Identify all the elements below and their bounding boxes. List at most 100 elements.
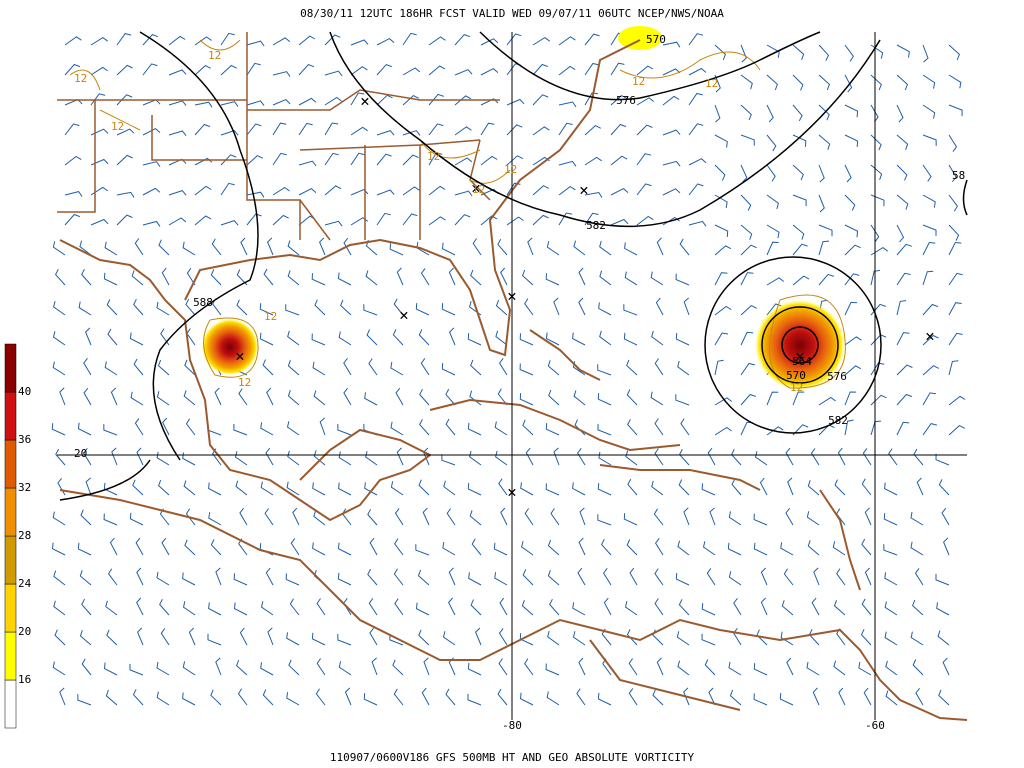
wind-barb (103, 482, 118, 496)
wind-barb (884, 572, 898, 586)
wind-barb (740, 134, 755, 146)
wind-barb (883, 544, 898, 556)
wind-barb (896, 393, 913, 406)
wind-barb (448, 567, 456, 586)
wind-barb (337, 633, 352, 646)
wind-barb (338, 331, 352, 346)
wind-barb (941, 507, 950, 526)
wind-barb (287, 240, 300, 256)
wind-barb (298, 97, 317, 106)
wind-barb (402, 213, 418, 226)
wind-barb (376, 212, 391, 226)
wind-barb (53, 600, 66, 616)
wind-barb (548, 389, 560, 406)
wind-barb (467, 662, 482, 676)
wind-barb (183, 390, 196, 406)
wind-barb (343, 387, 352, 406)
wind-barb (402, 95, 420, 106)
wind-barb (636, 65, 654, 76)
wind-barb (545, 332, 560, 346)
wind-barb (532, 185, 550, 196)
svg-text:×: × (507, 483, 517, 502)
wind-barb (524, 508, 534, 526)
wind-barb (792, 74, 804, 91)
wind-barb (194, 215, 212, 226)
wind-barb (350, 66, 368, 76)
wind-barb (728, 511, 742, 526)
wind-barb (547, 570, 560, 586)
wind-barb (888, 448, 898, 466)
wind-barb (935, 453, 950, 466)
wind-barb (558, 160, 577, 167)
wind-barb (133, 358, 144, 376)
wind-barb (194, 101, 213, 108)
wind-barb (369, 537, 378, 556)
wind-barb (313, 390, 326, 406)
wind-barb (52, 361, 66, 376)
wind-barb (418, 629, 430, 646)
wind-barb (158, 239, 170, 256)
wind-barb (506, 155, 524, 166)
wind-barb (494, 421, 508, 436)
wind-barb (579, 507, 586, 526)
wind-barb (337, 542, 352, 556)
wind-barb (81, 268, 92, 286)
wind-barb (573, 390, 586, 406)
wind-barb (350, 92, 365, 106)
wind-barb (662, 188, 681, 196)
wind-barb (369, 627, 378, 646)
wind-barb (168, 69, 187, 76)
wind-barb (910, 511, 924, 526)
wind-barb (922, 164, 932, 182)
lat-label: 20 (74, 447, 87, 460)
wind-barb (64, 155, 82, 166)
wind-barb (107, 328, 118, 346)
wind-barb (753, 693, 768, 706)
wind-barb (52, 661, 66, 676)
wind-barb (324, 185, 342, 196)
wind-barb (454, 214, 471, 226)
wind-barb (948, 224, 960, 241)
contour-label: 12 (264, 310, 277, 323)
wind-barb (415, 303, 430, 316)
wind-barb (52, 331, 66, 346)
wind-barb (792, 194, 807, 206)
contour-label: 12 (705, 77, 718, 90)
colorbar: 16 20 24 28 32 36 40 (4, 343, 32, 729)
wind-barb (156, 691, 170, 706)
wind-barb (90, 186, 108, 196)
wind-barb (546, 691, 560, 706)
wind-barb (338, 661, 352, 676)
wind-barb (236, 269, 248, 286)
wind-barb (162, 417, 170, 436)
wind-barb (766, 194, 779, 210)
wind-barb (392, 329, 404, 346)
wind-barb (598, 302, 612, 316)
wind-barb (910, 541, 924, 556)
wind-barb (680, 418, 690, 436)
wind-barb (289, 598, 300, 616)
wind-barb (636, 153, 652, 166)
wind-barb (78, 301, 92, 316)
wind-barb (368, 598, 378, 616)
wind-barb (522, 569, 534, 586)
contour-label: 12 (472, 183, 485, 196)
wind-barb (366, 329, 378, 346)
wind-barb (441, 242, 456, 256)
wind-barb (208, 602, 222, 616)
wind-barb (316, 658, 326, 676)
wind-barb (578, 657, 586, 676)
wind-barb (194, 157, 213, 166)
wind-barb (896, 104, 904, 123)
wind-barb (558, 185, 576, 196)
wind-barb (156, 301, 170, 316)
wind-barb (272, 152, 287, 166)
wind-barb (714, 305, 732, 316)
wind-barb (915, 687, 924, 706)
wind-barb (182, 661, 196, 676)
wind-barb (578, 537, 586, 556)
wind-barb (558, 36, 576, 46)
wind-barb (652, 689, 664, 706)
contour-label: 12 (111, 120, 124, 133)
wind-barb (844, 391, 857, 406)
